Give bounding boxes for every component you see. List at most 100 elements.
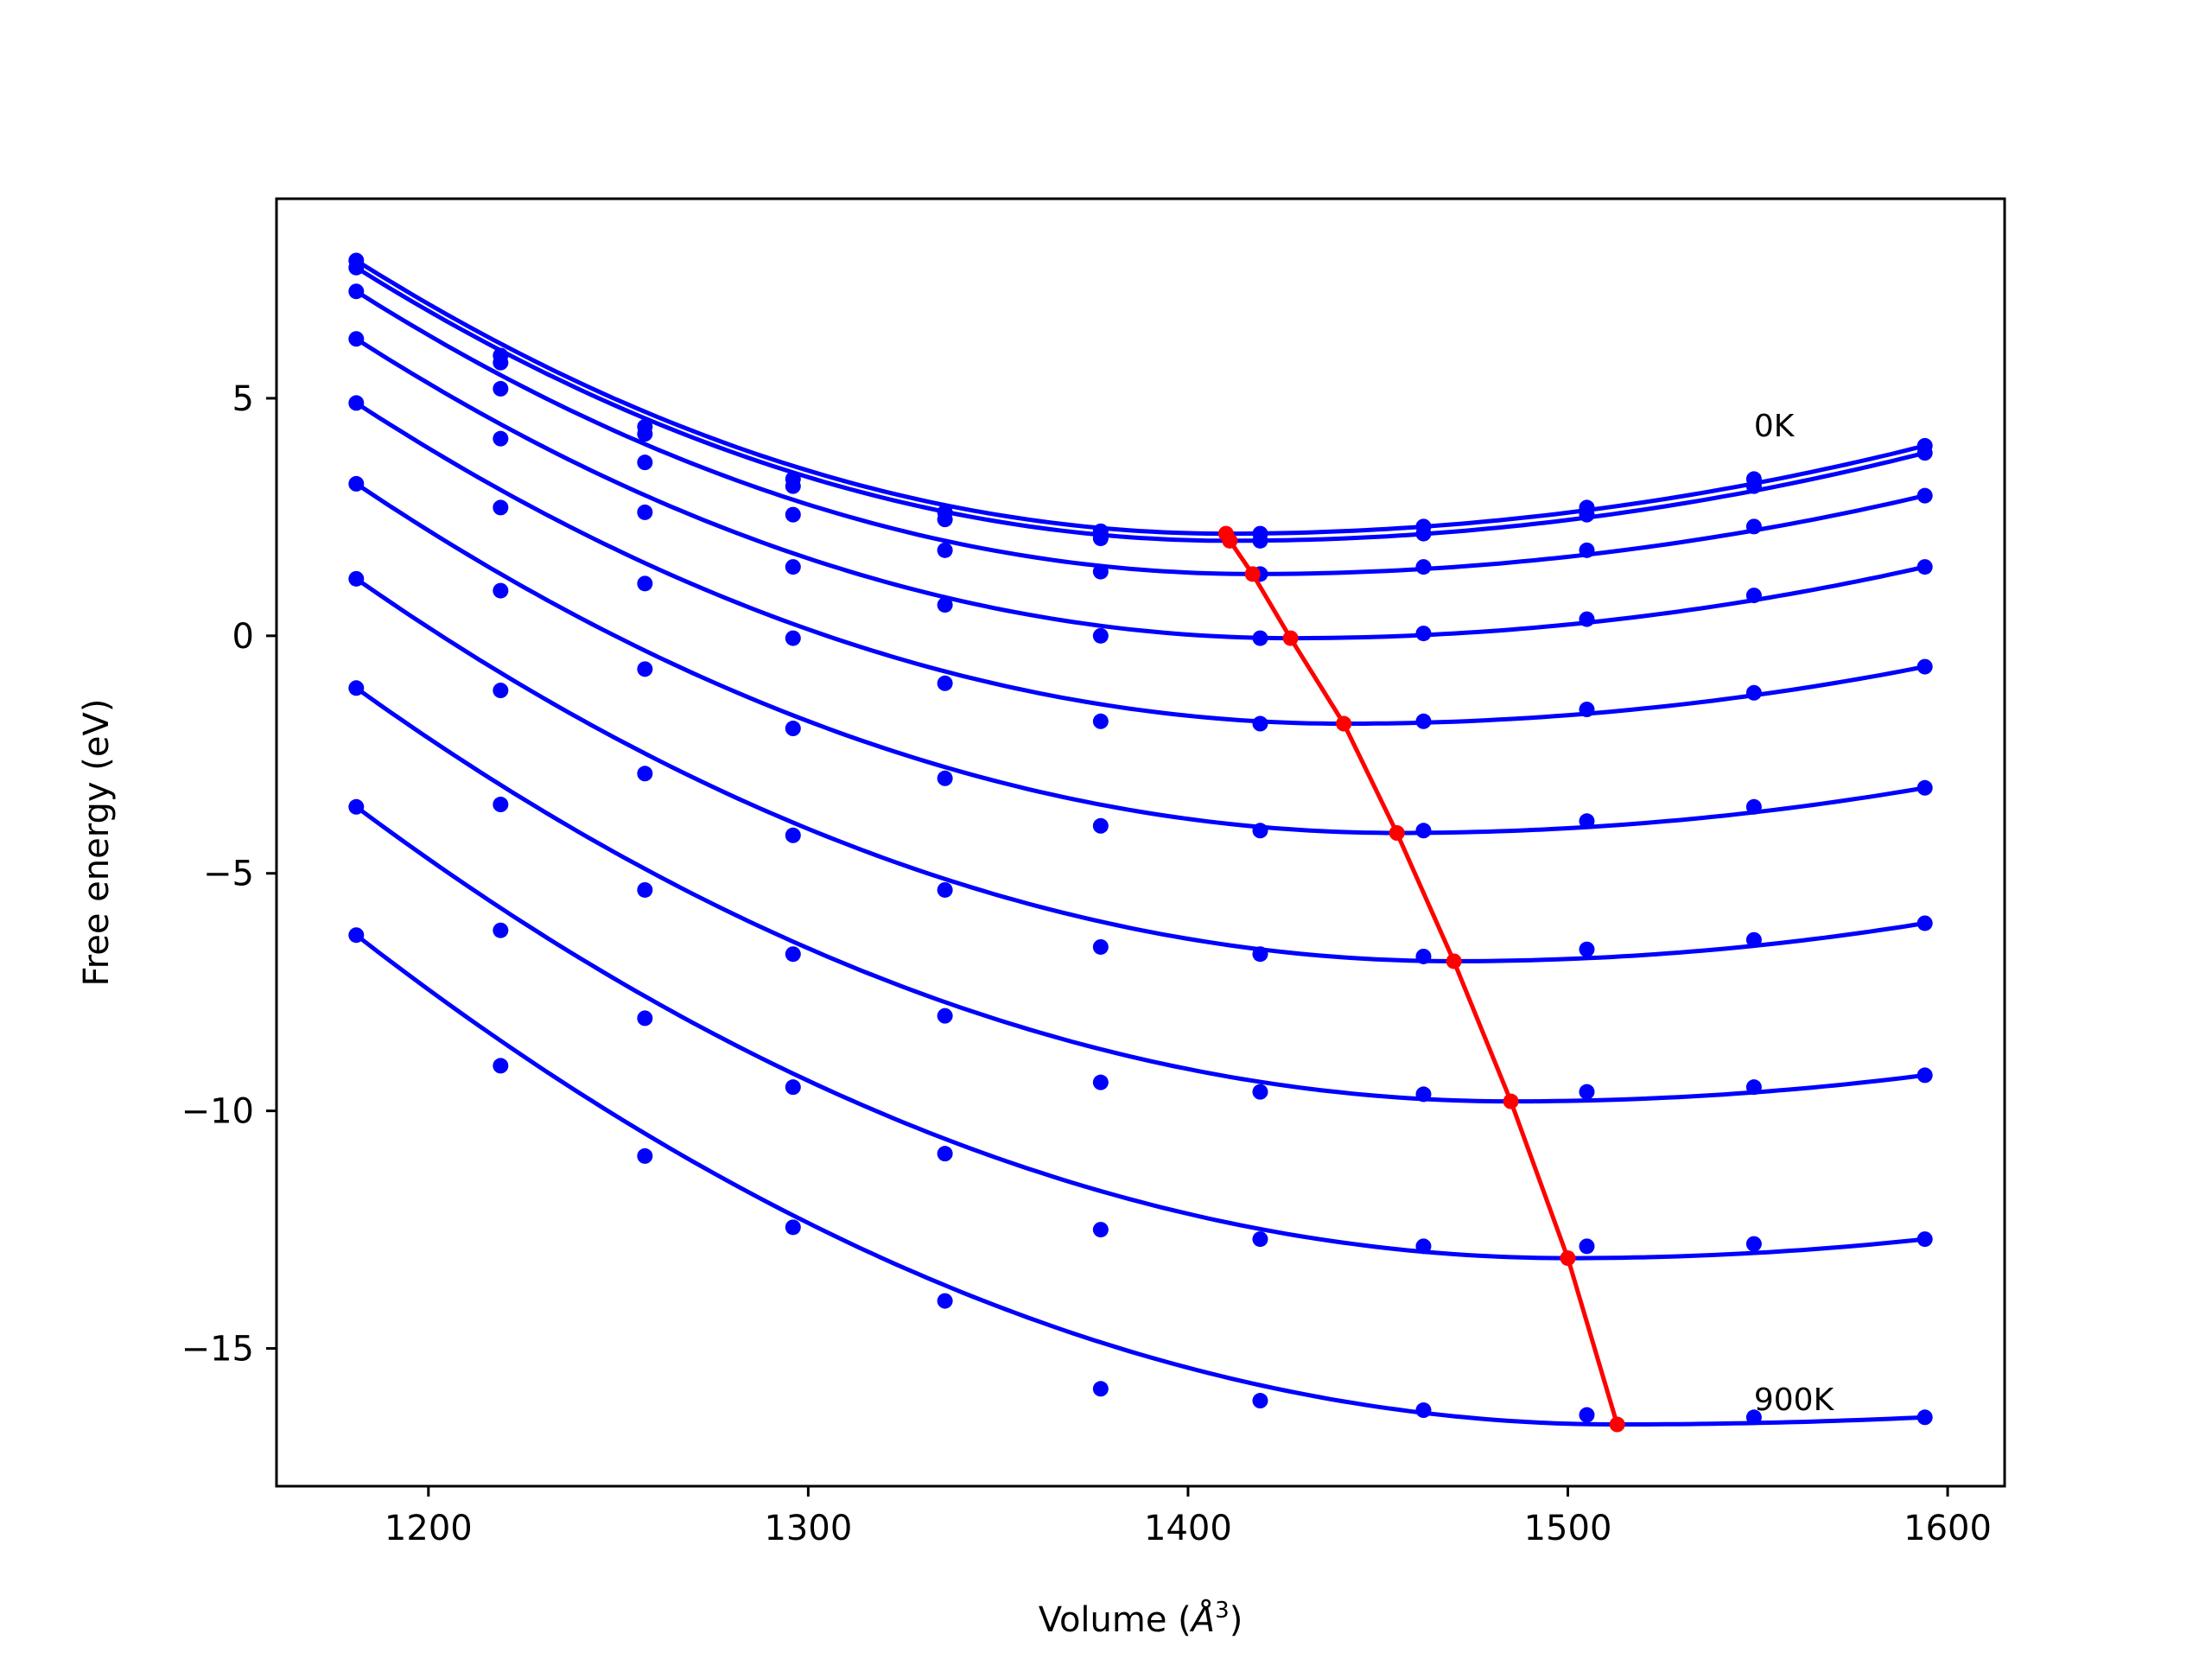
y-tick-label: 0 xyxy=(232,617,254,657)
data-point xyxy=(1415,559,1432,575)
data-point xyxy=(637,1147,653,1164)
data-point xyxy=(785,506,801,523)
data-point xyxy=(1579,1238,1595,1255)
data-point xyxy=(1092,713,1109,729)
data-point xyxy=(1415,823,1432,839)
data-point xyxy=(937,1007,953,1024)
data-point xyxy=(348,259,365,276)
data-point xyxy=(637,575,653,592)
y-tick-label: −15 xyxy=(181,1330,254,1370)
fit-curve-0K xyxy=(354,258,1926,537)
data-point xyxy=(493,1058,509,1074)
data-point xyxy=(1916,1409,1933,1426)
data-point xyxy=(1745,1079,1762,1096)
x-tick-label: 1400 xyxy=(1144,1509,1232,1548)
data-point xyxy=(493,380,509,397)
x-axis-label: Volume (Å3) xyxy=(1039,1598,1243,1640)
data-point xyxy=(348,331,365,347)
data-point xyxy=(1252,715,1268,732)
data-point xyxy=(1579,542,1595,558)
data-point xyxy=(937,1146,953,1162)
minimum-point xyxy=(1560,1250,1576,1267)
data-point xyxy=(1916,915,1933,931)
data-point xyxy=(937,770,953,786)
fit-curve-700K xyxy=(354,686,1926,1104)
data-point xyxy=(348,798,365,815)
minimum-path-line xyxy=(1224,532,1619,1426)
data-point xyxy=(348,283,365,300)
y-axis-label: Free energy (eV) xyxy=(77,699,117,987)
minimum-point xyxy=(1222,532,1238,549)
data-point xyxy=(1092,1381,1109,1397)
data-point xyxy=(1916,779,1933,796)
minimum-point xyxy=(1244,566,1261,582)
y-tick-label: −10 xyxy=(181,1092,254,1132)
data-point xyxy=(1252,630,1268,646)
data-point xyxy=(637,661,653,677)
data-point xyxy=(937,512,953,528)
data-point xyxy=(1092,627,1109,644)
data-point xyxy=(1092,563,1109,580)
minimum-point xyxy=(1503,1093,1519,1109)
data-point xyxy=(1916,658,1933,675)
data-point xyxy=(348,570,365,587)
data-point xyxy=(1745,798,1762,815)
data-point xyxy=(1579,611,1595,627)
data-point xyxy=(493,499,509,516)
data-point xyxy=(1745,1409,1762,1426)
data-point xyxy=(1415,1402,1432,1419)
data-point xyxy=(785,1219,801,1236)
data-point xyxy=(493,582,509,599)
data-point xyxy=(1579,506,1595,523)
fit-curve-100K xyxy=(354,265,1926,543)
data-point xyxy=(1252,1231,1268,1248)
data-point xyxy=(1415,626,1432,642)
series-layer xyxy=(348,252,1933,1433)
data-point xyxy=(1745,518,1762,535)
fit-curve-800K xyxy=(354,804,1925,1261)
x-tick-label: 1200 xyxy=(385,1509,473,1548)
plot-frame xyxy=(275,197,2006,1488)
data-point xyxy=(637,454,653,471)
data-point xyxy=(1916,559,1933,575)
data-point xyxy=(1092,1074,1109,1090)
data-point xyxy=(637,1010,653,1027)
data-point xyxy=(1916,1067,1933,1084)
minimum-point xyxy=(1282,630,1299,646)
data-point xyxy=(637,881,653,898)
data-point xyxy=(493,430,509,447)
data-point xyxy=(785,827,801,843)
data-point xyxy=(785,721,801,737)
data-point xyxy=(1579,702,1595,718)
data-point xyxy=(1579,813,1595,830)
data-point xyxy=(493,797,509,813)
data-point xyxy=(937,597,953,613)
data-point xyxy=(348,475,365,492)
data-point xyxy=(937,675,953,691)
data-point xyxy=(1916,445,1933,461)
data-point xyxy=(1092,817,1109,834)
fit-curve-500K xyxy=(354,481,1926,836)
minimum-point xyxy=(1389,825,1405,842)
data-point xyxy=(1415,1238,1432,1255)
fit-curve-600K xyxy=(354,576,1926,964)
annotation-label: 0K xyxy=(1754,409,1796,444)
data-point xyxy=(785,559,801,575)
data-point xyxy=(1415,948,1432,964)
data-point xyxy=(785,478,801,494)
data-point xyxy=(1252,946,1268,963)
data-point xyxy=(1745,588,1762,604)
data-point xyxy=(493,922,509,938)
data-point xyxy=(1415,525,1432,542)
data-point xyxy=(1579,1084,1595,1100)
data-point xyxy=(937,881,953,898)
data-point xyxy=(785,1079,801,1096)
fit-curve-200K xyxy=(354,289,1926,576)
data-point xyxy=(493,354,509,371)
data-point xyxy=(1415,1086,1432,1103)
fit-curve-400K xyxy=(354,401,1926,726)
data-point xyxy=(637,766,653,782)
data-point xyxy=(1916,1231,1933,1248)
data-point xyxy=(1745,1236,1762,1252)
